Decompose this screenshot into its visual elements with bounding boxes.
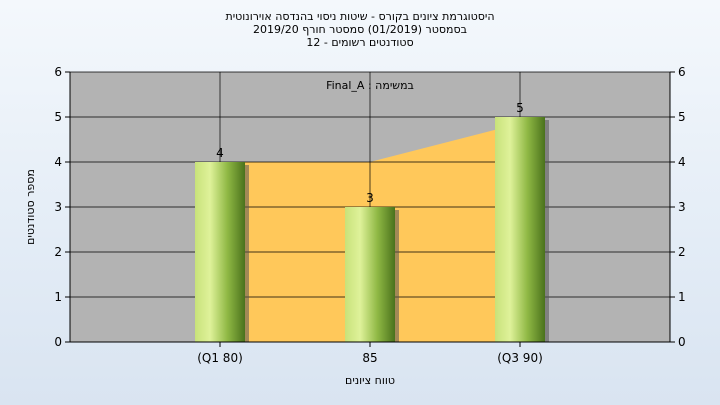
y-tick-label: 5 <box>54 110 62 124</box>
chart-title-block: היסטוגרמת ציונים בקורס - שיטות ניסוי בהנ… <box>0 10 720 49</box>
x-tick-label: (Q3 90) <box>497 351 543 365</box>
x-axis-label: טווח ציונים <box>345 374 395 387</box>
bar <box>495 117 545 342</box>
bar <box>195 162 245 342</box>
y2-tick-label: 3 <box>678 200 686 214</box>
y2-tick-label: 4 <box>678 155 686 169</box>
chart-subtitle-semester: בסמסטר (01/2019) סמסטר חורף 2019/20 <box>253 23 467 36</box>
bar <box>345 207 395 342</box>
bar-data-label: 4 <box>216 146 224 160</box>
y2-tick-label: 6 <box>678 65 686 79</box>
bar-data-label: 3 <box>366 191 374 205</box>
bar-data-label: 5 <box>516 101 524 115</box>
y-tick-label: 4 <box>54 155 62 169</box>
chart-subtitle-students: סטודנטים רשומים - 12 <box>306 36 414 49</box>
y-tick-label: 1 <box>54 290 62 304</box>
y2-tick-label: 0 <box>678 335 686 349</box>
x-tick-label: 85 <box>362 351 377 365</box>
x-tick-label: (Q1 80) <box>197 351 243 365</box>
task-annotation: Final_A : במשימה <box>326 79 414 92</box>
y-tick-label: 6 <box>54 65 62 79</box>
y-tick-label: 3 <box>54 200 62 214</box>
y2-tick-label: 1 <box>678 290 686 304</box>
chart-title: היסטוגרמת ציונים בקורס - שיטות ניסוי בהנ… <box>225 10 495 23</box>
y-tick-label: 2 <box>54 245 62 259</box>
y-axis-label: מספר סטודנטים <box>24 169 37 245</box>
y-tick-label: 0 <box>54 335 62 349</box>
y2-tick-label: 2 <box>678 245 686 259</box>
y2-tick-label: 5 <box>678 110 686 124</box>
